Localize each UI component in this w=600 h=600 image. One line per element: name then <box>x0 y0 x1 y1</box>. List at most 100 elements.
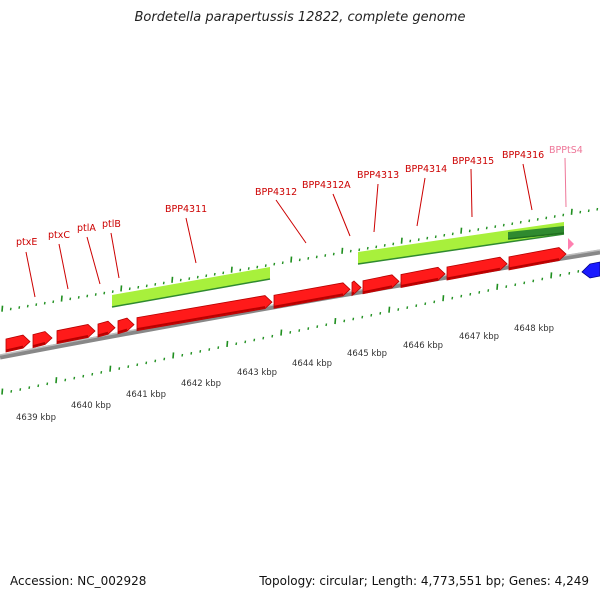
lower-tick <box>415 304 418 308</box>
upper-tick <box>111 290 114 294</box>
upper-tick <box>171 276 174 283</box>
upper-tick <box>239 268 242 272</box>
upper-tick <box>120 285 123 292</box>
upper-tick <box>205 274 208 278</box>
gene-label: BPP4312A <box>302 180 351 191</box>
upper-tick <box>35 303 38 307</box>
axis-label: 4648 kbp <box>514 324 554 334</box>
lower-tick <box>73 376 76 380</box>
axis-label: 4645 kbp <box>347 349 387 359</box>
upper-tick <box>409 239 412 243</box>
upper-tick <box>392 242 395 246</box>
lower-tick <box>514 283 517 287</box>
lower-tick <box>46 382 49 386</box>
lower-tick <box>424 302 427 306</box>
gene-label: BPP4315 <box>452 156 494 167</box>
lower-tick <box>379 311 382 315</box>
lower-tick <box>244 340 247 344</box>
label-leader <box>58 243 69 290</box>
lower-tick <box>487 289 490 292</box>
upper-tick <box>298 258 301 262</box>
upper-tick <box>579 210 582 214</box>
lower-tick <box>370 313 373 317</box>
label-leader <box>470 168 473 218</box>
upper-tick <box>451 232 454 236</box>
lower-tick <box>253 338 256 342</box>
lower-tick <box>577 270 580 273</box>
lower-tick <box>19 388 22 391</box>
gene-arrow-blue <box>581 261 600 279</box>
upper-tick <box>519 220 522 224</box>
upper-tick <box>341 247 344 254</box>
upper-tick <box>196 275 199 279</box>
lower-tick <box>208 348 211 351</box>
lower-tick <box>559 273 562 277</box>
lower-tick <box>226 340 229 348</box>
upper-tick <box>103 291 106 295</box>
gene-label: BPP4311 <box>165 204 207 215</box>
gene-label: BPP4313 <box>357 170 399 181</box>
upper-tick <box>230 266 233 273</box>
lower-tick <box>28 386 31 389</box>
upper-tick <box>256 265 259 269</box>
upper-tick <box>281 261 284 265</box>
axis-label: 4647 kbp <box>459 332 499 342</box>
upper-tick <box>375 245 378 249</box>
label-leader <box>185 217 197 264</box>
gene-arrow-shade <box>508 258 560 270</box>
label-leader <box>332 193 351 237</box>
lower-tick <box>280 329 283 336</box>
upper-tick <box>290 256 293 263</box>
lower-tick <box>352 317 355 321</box>
label-leader <box>564 157 567 208</box>
label-leader <box>25 251 36 298</box>
upper-tick <box>460 227 463 234</box>
lower-tick <box>127 365 130 369</box>
lower-tick <box>478 290 481 294</box>
cds-band-2-edge <box>357 233 565 265</box>
lower-tick <box>442 295 445 302</box>
lower-tick <box>37 384 40 388</box>
upper-tick <box>154 283 157 286</box>
upper-tick <box>137 285 140 289</box>
lower-tick <box>109 365 112 372</box>
gene-arrow-shade <box>400 277 439 287</box>
label-leader <box>86 236 101 285</box>
cds-band-1-edge <box>111 278 271 308</box>
lower-tick <box>451 296 454 300</box>
lower-tick <box>505 285 508 289</box>
lower-tick <box>406 306 409 309</box>
gene-arrow-shade <box>32 342 46 348</box>
gene-label: ptxE <box>16 237 37 248</box>
upper-tick <box>213 272 216 276</box>
label-leader <box>416 177 426 227</box>
upper-tick <box>86 294 89 298</box>
lower-tick <box>136 363 139 367</box>
accession-text: Accession: NC_002928 <box>10 574 147 588</box>
upper-tick <box>179 278 182 282</box>
trna-marker <box>568 238 574 250</box>
lower-tick <box>460 294 463 298</box>
lower-tick <box>172 352 175 359</box>
gene-label: ptlA <box>77 223 96 234</box>
lower-tick <box>496 283 499 290</box>
upper-tick <box>426 236 429 240</box>
upper-tick <box>511 222 514 226</box>
upper-tick <box>60 295 63 302</box>
lower-tick <box>343 319 346 323</box>
axis-label: 4642 kbp <box>181 379 221 389</box>
upper-tick <box>1 305 4 312</box>
upper-tick <box>528 219 531 223</box>
gene-label-group: ptxE ptxC ptlA ptlB BPP4311 BPP4312 BPP4312A BP… <box>16 145 583 248</box>
upper-tick <box>52 300 55 304</box>
upper-tick <box>222 271 225 275</box>
lower-tick <box>271 334 274 338</box>
cds-band-3-edge <box>507 232 565 240</box>
axis-label: 4641 kbp <box>126 390 166 400</box>
lower-tick <box>262 336 265 340</box>
upper-tick <box>307 257 310 260</box>
upper-tick <box>247 267 250 270</box>
lower-tick <box>289 330 292 334</box>
lower-tick <box>388 306 391 313</box>
gene-arrow-shade <box>97 331 109 337</box>
